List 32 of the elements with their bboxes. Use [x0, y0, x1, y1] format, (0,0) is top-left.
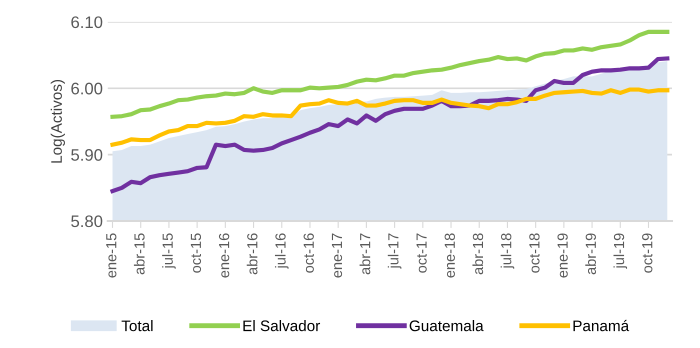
y-tick-label: 6.00 — [71, 82, 102, 94]
x-tick-label: ene-19 — [557, 233, 568, 278]
x-tick-label: abr-18 — [472, 233, 484, 274]
x-tick-label: jul-18 — [500, 233, 514, 269]
line-series — [110, 56, 670, 194]
x-tick-label: abr-16 — [246, 233, 258, 274]
x-tick-label: jul-16 — [274, 233, 289, 269]
x-tick-label: oct-17 — [416, 234, 427, 273]
line-series — [110, 30, 670, 119]
x-tick-label: ene-15 — [106, 233, 116, 278]
x-tick-label: ene-18 — [444, 233, 455, 278]
line-series — [110, 88, 670, 147]
legend-label: Total — [122, 320, 153, 332]
x-tick-label: abr-15 — [134, 233, 145, 274]
x-tick-label: ene-16 — [218, 233, 230, 278]
x-tick-label: jul-19 — [613, 233, 628, 269]
legend-label: Panamá — [573, 320, 630, 332]
x-tick-label: abr-17 — [360, 234, 370, 274]
legend-label: El Salvador — [243, 320, 320, 332]
x-tick-label: oct-16 — [304, 233, 314, 273]
y-tick-label: 5.90 — [71, 149, 102, 161]
x-tick-label: oct-15 — [190, 233, 202, 273]
x-tick-label: ene-17 — [332, 234, 342, 278]
x-tick-label: oct-19 — [642, 233, 652, 273]
x-tick-label: jul-17 — [388, 234, 402, 269]
x-tick-label: oct-18 — [529, 233, 540, 273]
y-tick-label: 6.10 — [71, 16, 102, 28]
legend-label: Guatemala — [410, 320, 484, 332]
y-tick-label: 5.80 — [71, 215, 102, 228]
x-tick-label: jul-15 — [162, 233, 176, 269]
x-tick-label: abr-19 — [585, 233, 596, 274]
y-axis-title: Log(Activos) — [50, 80, 65, 163]
